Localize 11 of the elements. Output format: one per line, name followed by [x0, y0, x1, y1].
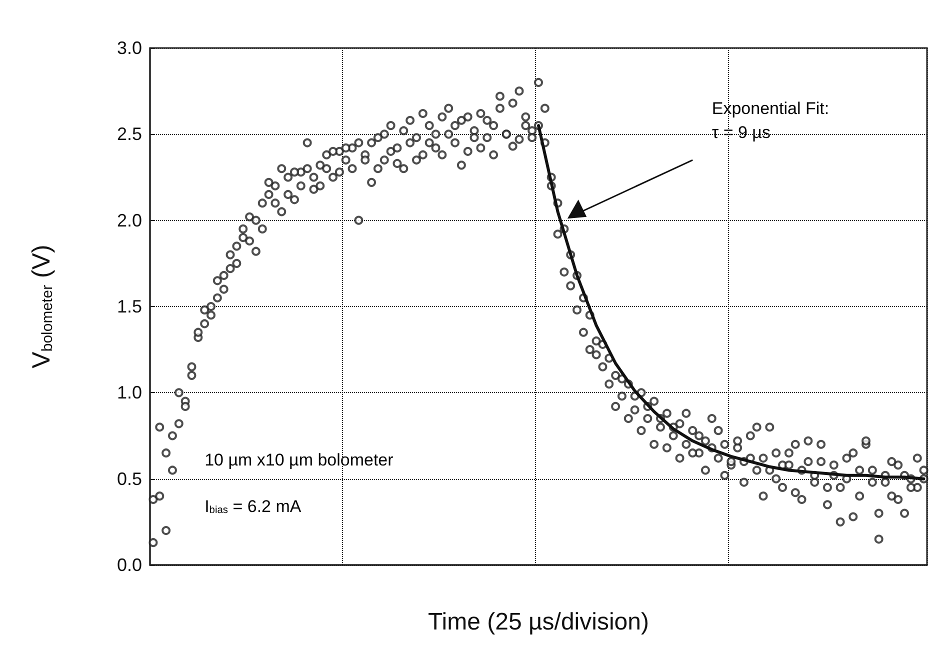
y-tick-label: 1.5 [116, 296, 142, 316]
y-tick-label: 3.0 [116, 38, 142, 58]
y-tick-label: 2.5 [116, 124, 142, 144]
y-tick-label: 2.0 [116, 210, 142, 230]
y-tick-label: 0.0 [116, 555, 142, 575]
y-tick-label: 1.0 [116, 382, 142, 403]
annotation: Ibias = 6.2 mA [204, 496, 302, 516]
y-axis-title: Vbolometer (V) [27, 244, 56, 368]
x-axis-title: Time (25 µs/division) [428, 608, 649, 636]
y-tick-label: 0.5 [116, 468, 142, 489]
annotation: 10 µm x10 µm bolometer [204, 450, 394, 470]
